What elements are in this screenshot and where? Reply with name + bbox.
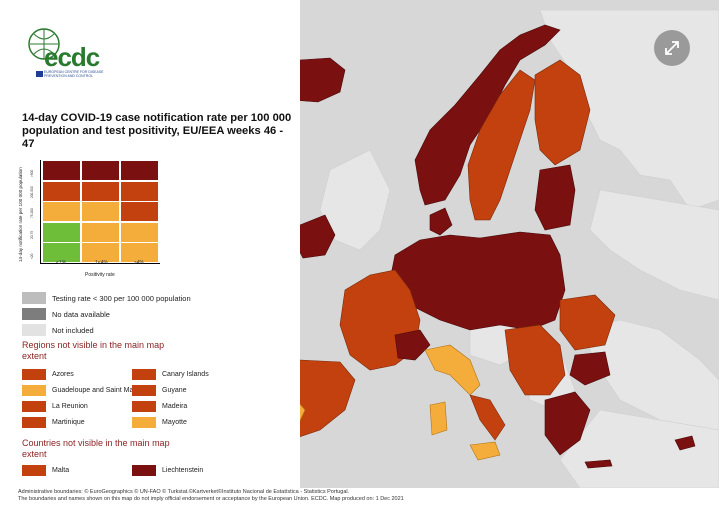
europe-map[interactable] bbox=[0, 0, 719, 488]
region-romania bbox=[559, 294, 616, 351]
region-legend-item: Martinique bbox=[22, 416, 85, 428]
matrix-col-tick: 1<4% bbox=[95, 260, 108, 266]
matrix-cell bbox=[121, 202, 158, 221]
region-denmark bbox=[429, 207, 453, 236]
footer-line-1: Administrative boundaries: © EuroGeograp… bbox=[18, 489, 350, 495]
country-swatch bbox=[132, 464, 156, 476]
region-legend-item: Guyane bbox=[132, 384, 187, 396]
country-legend-item: Malta bbox=[22, 464, 69, 476]
matrix-row-tick: 200-500 bbox=[30, 185, 34, 198]
map-frame: ecdc EUROPEAN CENTRE FOR DISEASE PREVENT… bbox=[0, 0, 719, 488]
eu-flag-icon bbox=[36, 71, 43, 77]
legend-item-no-data: No data available bbox=[22, 308, 110, 320]
region-swatch bbox=[22, 384, 46, 396]
matrix-cell bbox=[121, 222, 158, 242]
regions-heading: Regions not visible in the main map exte… bbox=[22, 340, 165, 361]
matrix-col-tick: ≥4% bbox=[134, 260, 144, 266]
matrix-cell bbox=[82, 202, 119, 221]
region-label: Mayotte bbox=[162, 418, 187, 426]
matrix-cell bbox=[43, 222, 80, 242]
region-label: Martinique bbox=[52, 418, 85, 426]
country-swatch bbox=[22, 464, 46, 476]
countries-heading: Countries not visible in the main map ex… bbox=[22, 438, 170, 459]
ecdc-logo-text: ecdc bbox=[44, 42, 100, 72]
region-italy-south bbox=[469, 394, 506, 441]
matrix-row-tick: 75-200 bbox=[30, 208, 34, 218]
matrix-cell bbox=[43, 243, 80, 262]
region-label: Azores bbox=[52, 370, 74, 378]
expand-arrows-icon bbox=[665, 41, 679, 55]
matrix-cell bbox=[82, 161, 119, 180]
matrix-cell bbox=[82, 222, 119, 242]
region-label: La Reunion bbox=[52, 402, 88, 410]
region-label: Madeira bbox=[162, 402, 188, 410]
region-balkans bbox=[504, 324, 566, 396]
matrix-cell bbox=[43, 181, 80, 201]
region-swatch bbox=[22, 416, 46, 428]
legend-swatch bbox=[22, 308, 46, 320]
region-legend-item: Guadeloupe and Saint Martin bbox=[22, 384, 143, 396]
region-swatch bbox=[132, 416, 156, 428]
region-label: Guadeloupe and Saint Martin bbox=[52, 386, 144, 394]
country-label: Liechtenstein bbox=[162, 466, 204, 474]
legend-swatch bbox=[22, 292, 46, 304]
matrix-y-axis-label: 14-day notification rate per 100 000 pop… bbox=[18, 167, 23, 262]
matrix-cell bbox=[43, 202, 80, 221]
matrix-x-axis-label: Positivity rate bbox=[85, 272, 115, 278]
region-baltics bbox=[534, 164, 576, 231]
region-sardinia bbox=[429, 401, 448, 436]
region-norway bbox=[414, 24, 561, 206]
region-italy-north bbox=[424, 344, 481, 396]
region-legend-item: Madeira bbox=[132, 400, 187, 412]
region-sweden bbox=[467, 69, 536, 221]
region-label: Guyane bbox=[162, 386, 187, 394]
region-swatch bbox=[22, 400, 46, 412]
legend-swatch bbox=[22, 324, 46, 336]
region-legend-item: La Reunion bbox=[22, 400, 88, 412]
region-swatch bbox=[132, 368, 156, 380]
matrix-col-tick: <1% bbox=[56, 260, 67, 266]
region-legend-item: Azores bbox=[22, 368, 74, 380]
matrix-cell bbox=[82, 243, 119, 262]
expand-button[interactable] bbox=[654, 30, 690, 66]
region-legend-item: Canary Islands bbox=[132, 368, 209, 380]
legend-item-not-included: Not included bbox=[22, 324, 94, 336]
footer-credits: Administrative boundaries: © EuroGeograp… bbox=[18, 489, 708, 503]
matrix-cell bbox=[121, 181, 158, 201]
region-legend-item: Mayotte bbox=[132, 416, 187, 428]
region-bulgaria bbox=[569, 351, 611, 386]
region-label: Canary Islands bbox=[162, 370, 209, 378]
region-sicily bbox=[469, 441, 501, 461]
region-swatch bbox=[132, 384, 156, 396]
legend-label: Testing rate < 300 per 100 000 populatio… bbox=[52, 293, 191, 303]
ecdc-logo bbox=[22, 24, 112, 84]
region-swatch bbox=[132, 400, 156, 412]
ecdc-logo-subtext: EUROPEAN CENTRE FOR DISEASE PREVENTION A… bbox=[44, 70, 104, 78]
map-title: 14-day COVID-19 case notification rate p… bbox=[22, 112, 292, 150]
legend-item-testing-rate: Testing rate < 300 per 100 000 populatio… bbox=[22, 292, 191, 304]
footer-line-2: The boundaries and names shown on this m… bbox=[18, 496, 404, 502]
matrix-cell bbox=[121, 161, 158, 180]
matrix-row-tick: 20-75 bbox=[30, 230, 34, 239]
matrix-cell bbox=[43, 161, 80, 180]
region-crete bbox=[584, 459, 613, 469]
region-finland bbox=[534, 59, 591, 166]
region-swatch bbox=[22, 368, 46, 380]
matrix-cell bbox=[121, 243, 158, 262]
region-greece bbox=[544, 391, 591, 456]
matrix-row-tick: <20 bbox=[30, 253, 34, 259]
matrix-row-tick: >500 bbox=[30, 169, 34, 177]
country-label: Malta bbox=[52, 466, 70, 474]
matrix-cell bbox=[82, 181, 119, 201]
rate-positivity-matrix bbox=[40, 160, 160, 264]
legend-label: Not included bbox=[52, 325, 94, 335]
legend-label: No data available bbox=[52, 309, 110, 319]
region-cyprus bbox=[674, 435, 696, 451]
region-alps bbox=[394, 329, 431, 361]
legend-panel: ecdc EUROPEAN CENTRE FOR DISEASE PREVENT… bbox=[0, 0, 300, 488]
country-legend-item: Liechtenstein bbox=[132, 464, 203, 476]
